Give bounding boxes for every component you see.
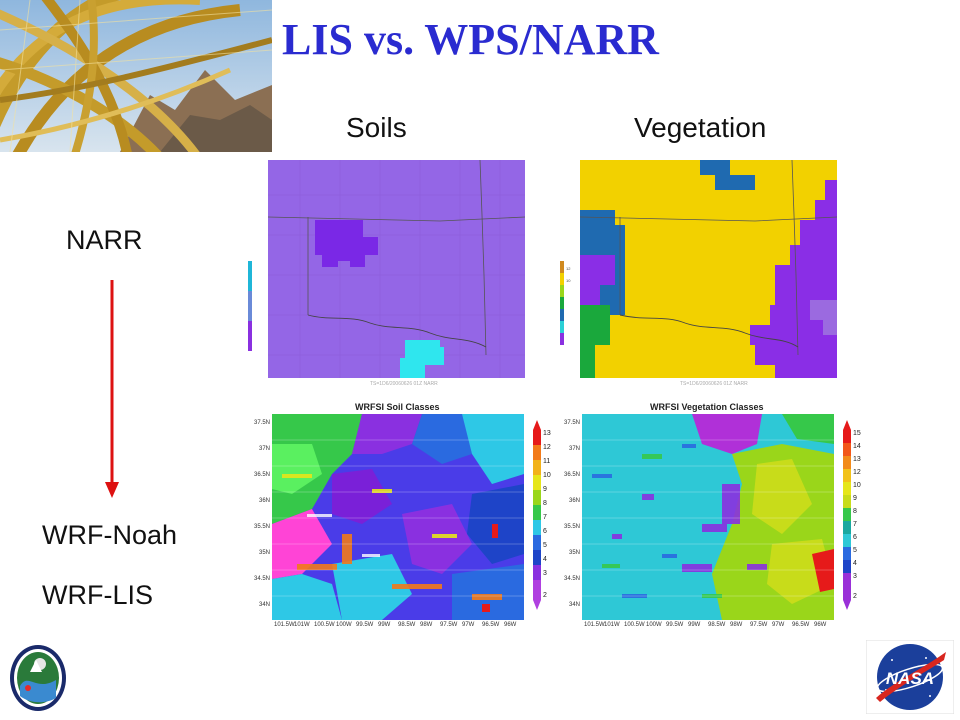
soil-lat-tick: 34.5N [253,576,270,582]
veg-lon-tick: 98W [730,622,743,628]
soil-lat-tick: 35.5N [253,524,270,530]
veg-lat-tick: 34.5N [563,576,580,582]
soil-lon-tick: 96.5W [482,622,500,628]
vegetation-map-title: WRFSI Vegetation Classes [650,402,764,412]
row-label-narr: NARR [66,225,143,255]
veg-lat-tick: 36N [568,498,580,504]
veg-lon-tick: 101.5W [584,622,605,628]
soil-colorbar-tick: 13 [543,430,551,437]
soil-lon-axis: 101.5W 101W 100.5W 100W 99.5W 99W 98.5W … [272,622,524,630]
svg-text:12: 12 [566,266,571,271]
soil-lon-tick: 97.5W [440,622,458,628]
soil-colorbar-tick: 9 [543,486,547,493]
veg-colorbar-tick: 9 [853,495,857,502]
soil-lon-tick: 97W [462,622,475,628]
veg-colorbar-tick: 6 [853,534,857,541]
soil-lon-tick: 101W [294,622,310,628]
soil-colorbar-tick: 2 [543,592,547,599]
veg-lon-tick: 100W [646,622,662,628]
svg-text:10: 10 [566,278,571,283]
veg-lat-tick: 35N [568,550,580,556]
soil-colorbar-tick: 3 [543,570,547,577]
soil-colorbar-tick: 4 [543,556,547,563]
soil-colorbar-tick: 12 [543,444,551,451]
veg-lon-tick: 99W [688,622,701,628]
veg-lon-tick: 101W [604,622,620,628]
veg-colorbar-tick: 14 [853,443,861,450]
veg-lat-tick: 35.5N [563,524,580,530]
veg-colorbar-tick: 2 [853,593,857,600]
wrf-vegetation-classes-map [582,414,834,620]
soil-map-title: WRFSI Soil Classes [355,402,440,412]
soil-colorbar [533,420,541,610]
veg-lon-tick: 96W [814,622,827,628]
veg-colorbar-tick: 13 [853,456,861,463]
column-label-vegetation: Vegetation [634,112,767,143]
vegetation-lon-axis: 101.5W 101W 100.5W 100W 99.5W 99W 98.5W … [582,622,834,630]
column-label-soils: Soils [346,112,407,143]
soil-colorbar-tick: 10 [543,472,551,479]
header-banner-image [0,0,272,152]
veg-lon-tick: 98.5W [708,622,726,628]
nasa-logo-text: NASA [886,669,934,688]
row-label-wrf-lis: WRF-LIS [42,580,153,610]
soil-colorbar-tick: 11 [543,458,551,465]
veg-lon-tick: 99.5W [666,622,684,628]
soil-lat-tick: 36N [258,498,270,504]
veg-colorbar-tick: 5 [853,547,857,554]
vegetation-colorbar [843,420,851,610]
soil-lon-tick: 99W [378,622,391,628]
veg-colorbar-tick: 7 [853,521,857,528]
soil-lat-tick: 35N [258,550,270,556]
veg-lat-tick: 34N [568,602,580,608]
soil-lat-tick: 34N [258,602,270,608]
soil-colorbar-labels: 13 12 11 10 9 8 7 6 5 4 3 2 [543,430,555,610]
page-title: LIS vs. WPS/NARR [282,15,659,64]
vegetation-lat-axis: 37.5N 37N 36.5N 36N 35.5N 35N 34.5N 34N [564,414,582,620]
vegetation-colorbar-labels: 15 14 13 12 10 9 8 7 6 5 4 3 2 [853,430,865,610]
veg-colorbar-tick: 15 [853,430,861,437]
veg-lat-tick: 37.5N [563,420,580,426]
veg-colorbar-tick: 4 [853,560,857,567]
veg-colorbar-tick: 10 [853,482,861,489]
narr-to-wrf-arrow [105,280,119,498]
soil-lon-tick: 98.5W [398,622,416,628]
soil-colorbar-tick: 7 [543,514,547,521]
soil-lon-tick: 100.5W [314,622,335,628]
nasa-logo: NASA [866,640,954,714]
soil-lon-tick: 96W [504,622,517,628]
wrf-soil-classes-map [272,414,524,620]
veg-lat-tick: 37N [568,446,580,452]
veg-lon-tick: 96.5W [792,622,810,628]
veg-colorbar-tick: 8 [853,508,857,515]
narr-vegetation-caption: TS=1D6/20060626 01Z NARR [680,381,748,387]
soil-colorbar-tick: 5 [543,542,547,549]
soil-lon-tick: 99.5W [356,622,374,628]
soil-lon-tick: 98W [420,622,433,628]
soil-lon-tick: 101.5W [274,622,295,628]
veg-colorbar-tick: 12 [853,469,861,476]
soil-lat-tick: 37.5N [253,420,270,426]
veg-lon-tick: 97W [772,622,785,628]
soil-lat-axis: 37.5N 37N 36.5N 36N 35.5N 35N 34.5N 34N [254,414,272,620]
veg-lon-tick: 97.5W [750,622,768,628]
soil-colorbar-tick: 6 [543,528,547,535]
row-label-wrf-noah: WRF-Noah [42,520,178,550]
veg-colorbar-tick: 3 [853,573,857,580]
soil-lat-tick: 37N [258,446,270,452]
narr-vegetation-map: 12 10 TS=1D6/20060626 01Z NARR [555,155,845,390]
narr-soils-map: TS=1D6/20060626 01Z NARR [240,155,530,390]
veg-lat-tick: 36.5N [563,472,580,478]
soil-lat-tick: 36.5N [253,472,270,478]
narr-soils-caption: TS=1D6/20060626 01Z NARR [370,381,438,387]
soil-lon-tick: 100W [336,622,352,628]
veg-lon-tick: 100.5W [624,622,645,628]
soil-colorbar-tick: 8 [543,500,547,507]
mission-emblem-logo [10,645,66,711]
